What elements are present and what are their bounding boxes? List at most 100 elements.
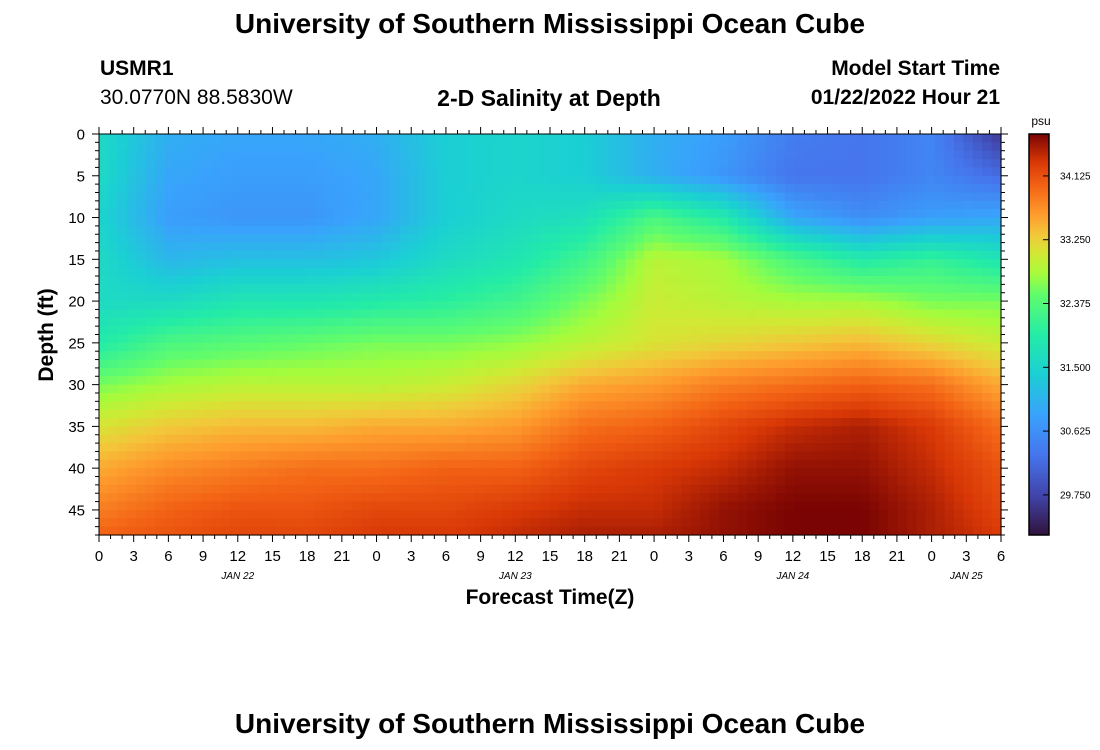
- heatmap-cell: [380, 509, 391, 519]
- heatmap-cell: [850, 317, 861, 327]
- heatmap-cell: [315, 225, 326, 235]
- heatmap-cell: [850, 259, 861, 269]
- heatmap-cell: [427, 209, 438, 219]
- heatmap-cell: [916, 276, 927, 285]
- heatmap-cell: [813, 276, 824, 285]
- heatmap-cell: [239, 409, 250, 419]
- heatmap-cell: [963, 159, 974, 169]
- heatmap-cell: [550, 276, 560, 285]
- heatmap-cell: [822, 451, 833, 461]
- heatmap-cell: [813, 334, 824, 344]
- heatmap-cell: [211, 509, 222, 519]
- heatmap-cell: [258, 250, 269, 260]
- heatmap-cell: [371, 167, 382, 177]
- heatmap-cell: [380, 484, 391, 494]
- heatmap-cell: [963, 468, 974, 478]
- heatmap-cell: [493, 259, 504, 269]
- heatmap-cell: [944, 250, 955, 260]
- heatmap-cell: [972, 267, 983, 277]
- heatmap-cell: [380, 426, 391, 436]
- heatmap-cell: [296, 342, 307, 352]
- heatmap-cell: [634, 351, 645, 361]
- heatmap-cell: [315, 476, 326, 486]
- heatmap-cell: [315, 192, 326, 202]
- heatmap-cell: [634, 292, 645, 302]
- heatmap-cell: [409, 317, 420, 327]
- heatmap-cell: [700, 418, 711, 427]
- heatmap-cell: [803, 509, 814, 519]
- heatmap-cell: [202, 150, 213, 160]
- heatmap-cell: [672, 384, 683, 394]
- heatmap-cell: [399, 484, 410, 494]
- heatmap-cell: [784, 292, 795, 302]
- heatmap-cell: [615, 326, 626, 336]
- heatmap-cell: [446, 418, 457, 427]
- heatmap-cell: [333, 401, 344, 411]
- heatmap-cell: [305, 225, 316, 235]
- heatmap-cell: [239, 175, 250, 185]
- y-tick-label: 15: [68, 252, 85, 269]
- heatmap-cell: [352, 518, 363, 528]
- heatmap-cell: [690, 317, 701, 327]
- heatmap-cell: [653, 209, 664, 219]
- heatmap-cell: [296, 159, 307, 169]
- heatmap-cell: [503, 134, 514, 143]
- heatmap-cell: [907, 376, 918, 386]
- heatmap-cell: [540, 267, 551, 277]
- heatmap-cell: [127, 167, 138, 177]
- heatmap-cell: [860, 376, 871, 386]
- heatmap-cell: [954, 225, 965, 235]
- heatmap-cell: [484, 184, 495, 194]
- heatmap-cell: [249, 409, 260, 419]
- heatmap-cell: [465, 509, 476, 519]
- heatmap-cell: [521, 150, 532, 160]
- heatmap-cell: [399, 459, 410, 469]
- heatmap-cell: [493, 284, 504, 294]
- heatmap-cell: [531, 526, 542, 536]
- heatmap-cell: [493, 451, 504, 461]
- heatmap-cell: [474, 351, 485, 361]
- heatmap-cell: [559, 267, 570, 277]
- heatmap-cell: [747, 359, 758, 369]
- heatmap-cell: [869, 242, 880, 252]
- heatmap-cell: [766, 392, 777, 402]
- heatmap-cell: [944, 501, 955, 511]
- heatmap-cell: [756, 334, 767, 344]
- heatmap-cell: [343, 159, 354, 169]
- heatmap-cell: [963, 167, 974, 177]
- heatmap-cell: [813, 317, 824, 327]
- heatmap-cell: [211, 167, 222, 177]
- heatmap-cell: [991, 225, 1002, 235]
- colorbar-tick-label: 32.375: [1060, 299, 1091, 310]
- heatmap-cell: [690, 242, 701, 252]
- heatmap-cell: [625, 451, 636, 461]
- heatmap-cell: [653, 159, 664, 169]
- heatmap-cell: [634, 509, 645, 519]
- heatmap-cell: [512, 426, 523, 436]
- heatmap-cell: [427, 234, 438, 244]
- heatmap-cell: [625, 392, 636, 402]
- heatmap-cell: [531, 259, 542, 269]
- heatmap-cell: [390, 317, 401, 327]
- heatmap-cell: [756, 134, 767, 143]
- heatmap-cell: [719, 250, 730, 260]
- heatmap-cell: [221, 276, 232, 285]
- heatmap-cell: [907, 451, 918, 461]
- heatmap-cell: [99, 309, 109, 319]
- heatmap-cell: [446, 401, 457, 411]
- heatmap-cell: [634, 259, 645, 269]
- heatmap-cell: [813, 451, 824, 461]
- heatmap-cell: [982, 242, 993, 252]
- heatmap-cell: [127, 225, 138, 235]
- station-id: USMR1: [100, 57, 174, 80]
- heatmap-cell: [540, 225, 551, 235]
- heatmap-cell: [794, 493, 805, 503]
- heatmap-cell: [672, 367, 683, 377]
- heatmap-cell: [531, 392, 542, 402]
- heatmap-cell: [145, 384, 156, 394]
- heatmap-cell: [183, 468, 194, 478]
- heatmap-cell: [211, 217, 222, 227]
- heatmap-cell: [503, 392, 514, 402]
- heatmap-cell: [672, 250, 683, 260]
- heatmap-cell: [831, 401, 842, 411]
